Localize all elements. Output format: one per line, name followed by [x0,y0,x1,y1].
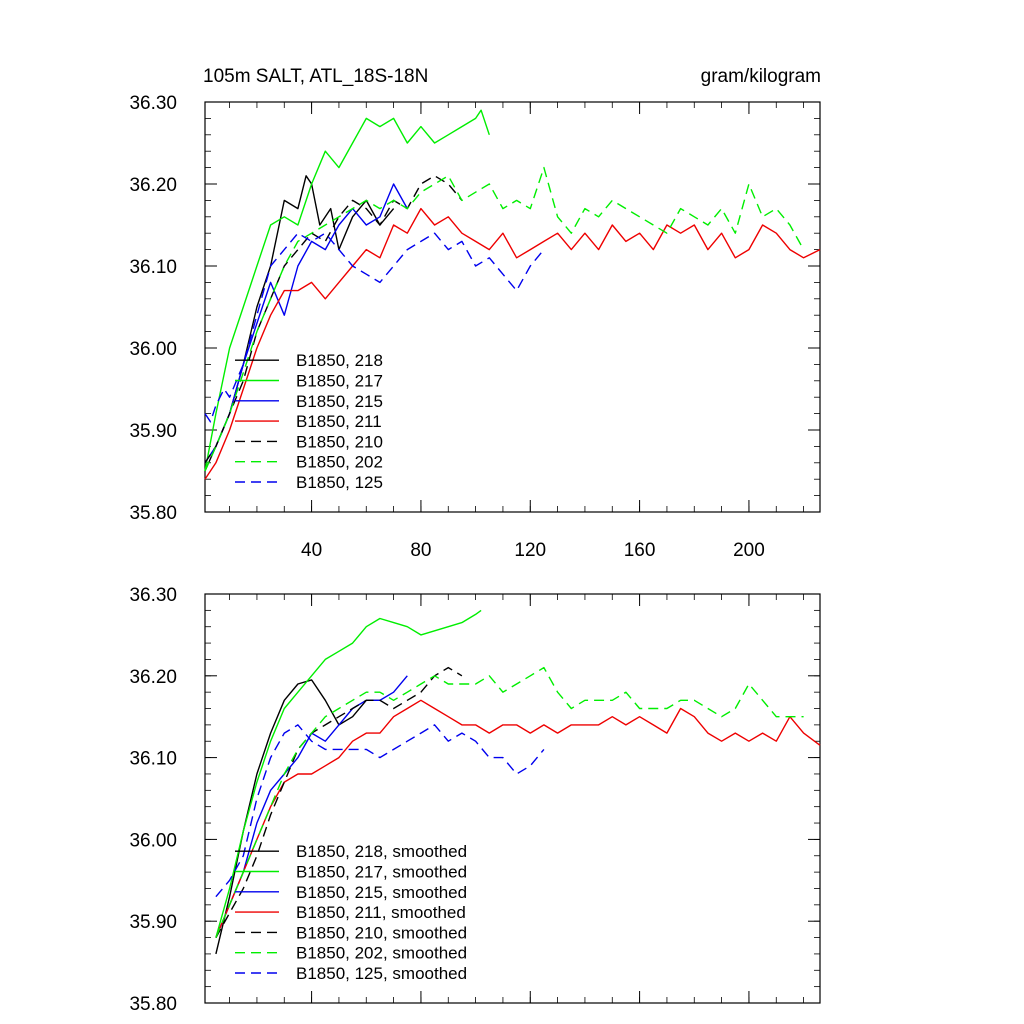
x-tick-label: 80 [410,540,431,561]
y-tick-label: 36.00 [129,830,177,851]
legend-label: B1850, 217, smoothed [296,863,467,882]
y-tick-label: 36.20 [129,667,177,688]
top-plot-frame [204,101,821,513]
x-tick-label: 40 [301,540,322,561]
x-tick-label: 200 [733,540,765,561]
y-tick-label: 36.10 [129,749,177,770]
series-line-b1850-211 [204,207,821,480]
series-line-b1850-210-smoothed [215,666,463,938]
legend-label: B1850, 218, smoothed [296,842,467,861]
legend-label: B1850, 125, smoothed [296,964,467,983]
legend-label: B1850, 202 [296,453,383,472]
series-line-b1850-217 [204,109,490,472]
x-tick-label: 120 [514,540,546,561]
legend-label: B1850, 211, smoothed [296,903,466,922]
series-line-b1850-125-smoothed [215,724,545,898]
legend-label: B1850, 210 [296,432,383,451]
bottom-plot-frame [204,593,821,1004]
series-line-b1850-217-smoothed [215,609,482,938]
series-line-b1850-202-smoothed [215,666,804,938]
y-tick-label: 36.20 [129,175,177,196]
y-tick-label: 35.90 [129,421,177,442]
legend-label: B1850, 218 [296,351,383,370]
series-line-b1850-210 [204,175,463,464]
y-tick-label: 36.00 [129,339,177,360]
y-tick-label: 36.10 [129,257,177,278]
series-line-b1850-211-smoothed [215,699,821,938]
legend-label: B1850, 211 [296,412,382,431]
top-axes: 35.80 35.90 36.00 36.10 36.20 36.30 40 80 120 160… [129,93,820,561]
legend-label: B1850, 210, smoothed [296,923,467,942]
legend-label: B1850, 202, smoothed [296,944,467,963]
top-chart-title: 105m SALT, ATL_18S-18N [203,66,428,87]
top-panel: 35.80 35.90 36.00 36.10 36.20 36.30 40 80 120 160… [129,93,821,561]
legend-label: B1850, 215 [296,392,383,411]
bottom-axes: 35.80 35.90 36.00 36.10 36.20 36.30 [129,585,820,1015]
legend-label: B1850, 125 [296,473,383,492]
y-tick-label: 36.30 [129,585,177,606]
bottom-legend: B1850, 218, smoothed B1850, 217, smoothed… [235,842,467,983]
x-tick-label: 160 [624,540,656,561]
top-chart-units: gram/kilogram [701,66,821,87]
y-tick-label: 35.80 [129,503,177,524]
bottom-panel: 35.80 35.90 36.00 36.10 36.20 36.30 B1850, 21… [129,585,821,1015]
legend-label: B1850, 215, smoothed [296,883,467,902]
y-tick-label: 35.80 [129,994,177,1015]
y-tick-label: 35.90 [129,912,177,933]
y-tick-label: 36.30 [129,93,177,114]
legend-label: B1850, 217 [296,372,383,391]
series-line-b1850-215 [204,183,408,464]
bottom-series [215,609,821,955]
series-line-b1850-202 [204,166,805,472]
